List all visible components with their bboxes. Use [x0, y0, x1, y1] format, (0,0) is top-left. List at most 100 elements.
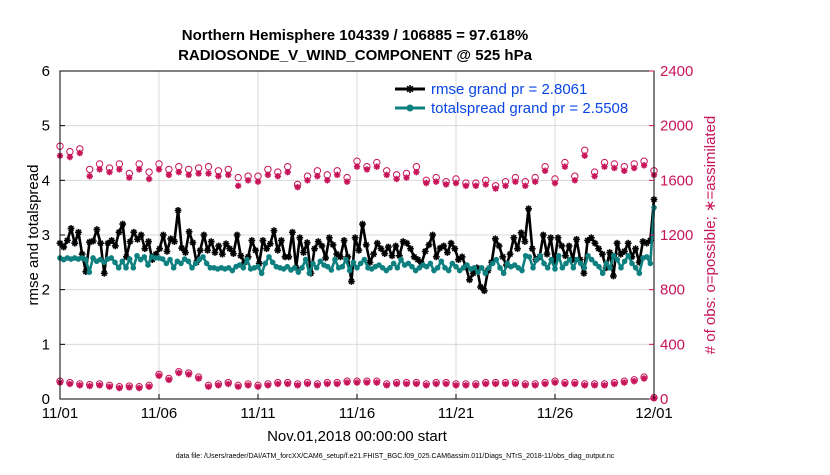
- obs-assimilated-point: [314, 173, 321, 180]
- totalspread-point: [108, 255, 115, 261]
- rmse-point: [499, 253, 507, 261]
- rmse-point: [237, 252, 245, 260]
- rmse-point: [215, 242, 223, 250]
- rmse-point: [510, 234, 518, 242]
- rmse-point: [277, 237, 285, 244]
- obs-assimilated-point: [492, 380, 499, 388]
- obs-assimilated-point: [76, 149, 83, 157]
- obs-assimilated-point: [155, 372, 163, 379]
- totalspread-point: [101, 259, 107, 266]
- obs-assimilated-point: [452, 179, 460, 187]
- totalspread-point: [614, 256, 621, 263]
- rmse-point: [632, 245, 639, 253]
- x-tick-label: 11/11: [240, 405, 275, 422]
- legend-rmse-marker: [406, 85, 414, 93]
- totalspread-point: [167, 256, 173, 263]
- rmse-point: [274, 246, 282, 254]
- obs-assimilated-point: [611, 380, 618, 388]
- obs-assimilated-point: [541, 380, 549, 388]
- rmse-point: [318, 242, 326, 250]
- x-tick-label: 12/01: [635, 405, 673, 422]
- totalspread-point: [596, 263, 602, 270]
- right-axis-label: # of obs: o=possible; ∗=assimilated: [702, 116, 719, 355]
- totalspread-point: [519, 267, 525, 274]
- obs-assimilated-point: [452, 382, 460, 389]
- totalspread-point: [559, 265, 566, 271]
- totalspread-point: [592, 260, 599, 267]
- totalspread-point: [354, 265, 360, 271]
- rmse-point: [377, 245, 385, 253]
- rmse-point: [547, 234, 555, 242]
- totalspread-point: [585, 252, 591, 259]
- rmse-point: [514, 245, 521, 253]
- obs-assimilated-point: [413, 380, 420, 388]
- obs-assimilated-point: [264, 171, 272, 179]
- totalspread-point: [185, 258, 192, 265]
- obs-assimilated-point: [155, 166, 163, 173]
- x-axis: 11/01 11/06 11/11 11/16 11/21 11/26 12/01: [42, 394, 673, 422]
- rmse-point: [67, 225, 75, 232]
- x-tick-label: 11/06: [141, 405, 177, 422]
- obs-assimilated-point: [96, 382, 103, 389]
- obs-assimilated-point: [334, 171, 341, 179]
- totalspread-point: [478, 265, 485, 271]
- chart-subtitle: RADIOSONDE_V_WIND_COMPONENT @ 525 hPa: [178, 47, 533, 64]
- totalspread-point: [86, 269, 93, 275]
- legend-rmse-star: [406, 85, 414, 93]
- totalspread-point: [464, 262, 470, 268]
- totalspread-point: [357, 260, 364, 267]
- rmse-point: [362, 241, 370, 249]
- totalspread-point: [475, 269, 481, 275]
- rmse-point: [311, 245, 318, 253]
- legend-spread-label: totalspread grand pr = 2.5508: [431, 100, 628, 117]
- totalspread-point: [581, 265, 588, 271]
- rmse-point: [303, 239, 311, 247]
- totalspread-point: [112, 259, 118, 266]
- totalspread-point: [203, 260, 210, 267]
- rmse-point: [443, 249, 451, 256]
- rmse-point: [89, 237, 97, 245]
- totalspread-point: [588, 256, 595, 263]
- totalspread-point: [599, 270, 606, 277]
- totalspread-point: [570, 265, 577, 271]
- obs-assimilated-point: [254, 178, 262, 185]
- x-tick-label: 11/26: [537, 405, 573, 422]
- rmse-point: [392, 242, 400, 250]
- obs-assimilated-point: [274, 173, 281, 180]
- totalspread-point: [405, 260, 412, 267]
- obs-assimilated-point: [363, 166, 371, 173]
- obs-assimilated-point: [640, 162, 648, 169]
- totalspread-point: [332, 256, 338, 263]
- rmse-point: [170, 238, 178, 245]
- totalspread-point: [636, 270, 643, 277]
- obs-assimilated-point: [195, 170, 202, 177]
- obs-assimilated-point: [235, 383, 242, 390]
- obs-assimilated-point: [294, 382, 301, 389]
- left-axis: 0 1 2 3 4 5 6: [42, 63, 65, 408]
- obs-assimilated-point: [304, 380, 311, 388]
- rmse-point: [115, 228, 123, 236]
- totalspread-point: [123, 265, 129, 271]
- rmse-point: [451, 245, 459, 253]
- obs-assimilated-point: [304, 177, 311, 184]
- x-tick-label: 11/01: [42, 405, 78, 422]
- obs-assimilated-point: [284, 380, 291, 388]
- obs-assimilated-point: [165, 376, 173, 384]
- totalspread-point: [159, 256, 166, 262]
- totalspread-point: [134, 252, 140, 259]
- obs-assimilated-point: [532, 178, 539, 185]
- rmse-point: [584, 237, 591, 244]
- rmse-point: [289, 228, 296, 236]
- rmse-point: [75, 228, 82, 236]
- obs-assimilated-point: [482, 181, 489, 188]
- rmse-point: [189, 239, 197, 247]
- rmse-point: [624, 239, 632, 247]
- obs-assimilated-point: [561, 163, 569, 170]
- obs-assimilated-point: [185, 371, 192, 378]
- totalspread-point: [200, 254, 206, 260]
- totalspread-point: [324, 263, 331, 270]
- obs-assimilated-point: [522, 382, 529, 389]
- obs-assimilated-point: [403, 380, 410, 388]
- rmse-point: [111, 242, 119, 250]
